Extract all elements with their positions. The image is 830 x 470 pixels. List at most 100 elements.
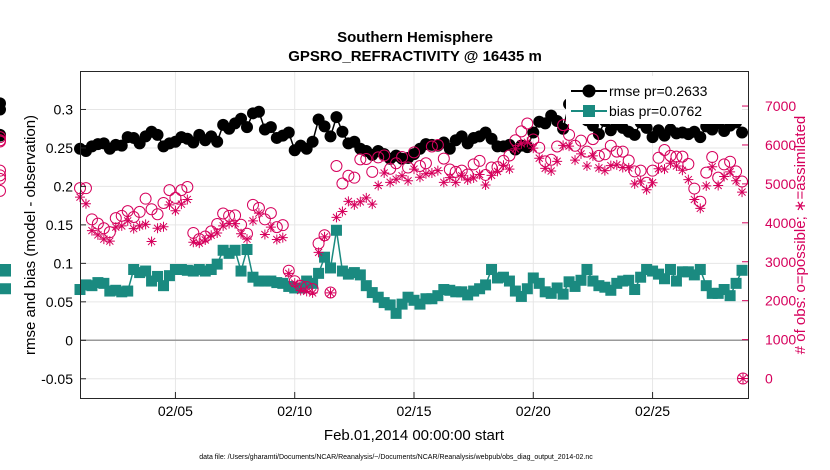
possible-obs-point (151, 208, 164, 221)
assimilated-obs-point (170, 205, 181, 216)
legend: rmse pr=0.2633 bias pr=0.0762 (566, 76, 742, 124)
rmse-point (282, 126, 295, 139)
bias-point (623, 274, 635, 286)
assimilated-obs-point (301, 286, 312, 297)
assimilated-obs-point (534, 153, 545, 164)
y-tick-label: 0.05 (46, 294, 73, 310)
bias-point (444, 284, 456, 296)
bias-point (492, 272, 503, 284)
assimilated-obs-point (319, 231, 330, 242)
bias-point (486, 264, 498, 276)
bias-point (158, 280, 169, 292)
possible-obs-point (676, 150, 689, 163)
assimilated-obs-point (409, 164, 419, 175)
assimilated-obs-point (188, 237, 199, 248)
assimilated-obs-point (397, 170, 408, 181)
assimilated-obs-point (265, 222, 276, 233)
assimilated-obs-point (295, 285, 306, 296)
bias-point (378, 297, 390, 309)
possible-obs-point (246, 198, 259, 211)
bias-point (330, 224, 342, 236)
possible-obs-point (598, 148, 611, 161)
assimilated-obs-point (218, 220, 229, 231)
possible-obs-point (515, 125, 528, 138)
bias-point (545, 287, 557, 299)
bias-point (241, 244, 253, 256)
possible-obs-point (473, 154, 486, 167)
possible-obs-point (467, 158, 480, 171)
assimilated-obs-point (325, 287, 336, 298)
legend-bias-label: bias pr=0.0762 (609, 103, 702, 119)
bias-point (724, 290, 736, 302)
bias-point (247, 271, 259, 283)
assimilated-obs-point (277, 232, 288, 243)
assimilated-obs-point (426, 167, 437, 178)
assimilated-obs-point (182, 194, 193, 205)
bias-point (533, 277, 545, 289)
possible-obs-point (0, 172, 6, 185)
assimilated-obs-point (122, 215, 133, 226)
bias-point (450, 286, 462, 298)
bias-point (402, 291, 414, 303)
assimilated-obs-point (456, 170, 467, 181)
assimilated-obs-point (701, 180, 712, 191)
bias-point (372, 291, 384, 303)
rmse-point (324, 130, 337, 143)
possible-obs-point (390, 157, 403, 170)
assimilated-obs-point (236, 228, 247, 239)
assimilated-obs-point (671, 160, 682, 171)
possible-obs-point (396, 151, 409, 164)
x-axis-ticks: 02/05 02/10 02/15 02/20 02/25 (158, 392, 670, 419)
bias-point (426, 293, 438, 305)
rmse-point (115, 139, 128, 152)
assimilated-obs-point (86, 225, 97, 236)
possible-obs-point (258, 213, 271, 226)
possible-obs-point (354, 153, 367, 166)
bias-point (712, 287, 724, 299)
y2-tick-label: 1000 (765, 332, 796, 348)
assimilated-obs-point (355, 196, 366, 207)
bias-point (420, 293, 432, 305)
rmse-point (736, 126, 749, 139)
assimilated-obs-point (677, 165, 688, 176)
bias-point (635, 271, 647, 283)
assimilated-obs-point (611, 159, 622, 170)
bias-point (301, 275, 313, 287)
possible-obs-point (575, 134, 587, 147)
y2-tick-label: 2000 (765, 293, 796, 309)
assimilated-obs-point (593, 162, 604, 173)
bias-point (432, 290, 444, 302)
assimilated-obs-point (200, 234, 211, 245)
assimilated-obs-point (552, 156, 563, 167)
rmse-point (557, 122, 570, 135)
bias-point (515, 290, 527, 302)
rmse-point (151, 128, 164, 141)
bias-point (319, 251, 331, 263)
y-tick-label: 0 (65, 332, 73, 348)
bias-point (199, 265, 211, 277)
bias-point (659, 273, 670, 285)
assimilated-obs-point (462, 175, 473, 185)
possible-obs-point (413, 159, 426, 172)
chart-title: Southern Hemisphere (337, 29, 493, 46)
assimilated-obs-point (313, 247, 324, 258)
rmse-point (527, 126, 540, 139)
x-tick-label: 02/10 (277, 403, 312, 419)
bias-point (468, 285, 480, 297)
bias-point (611, 277, 623, 289)
assimilated-obs-point (528, 143, 539, 154)
bias-point (348, 267, 360, 279)
possible-obs-point (736, 175, 749, 188)
rmse-point (318, 120, 331, 133)
possible-obs-point (276, 219, 289, 232)
bias-point (259, 275, 271, 287)
bias-point (336, 265, 348, 277)
assimilated-obs-point (230, 218, 241, 229)
rmse-point (443, 142, 456, 155)
rmse-point (211, 135, 224, 148)
bias-point (456, 286, 468, 298)
bias-point (211, 258, 223, 270)
bias-point (670, 275, 682, 287)
assimilated-obs-point (331, 212, 342, 223)
assimilated-obs-point (80, 198, 91, 209)
